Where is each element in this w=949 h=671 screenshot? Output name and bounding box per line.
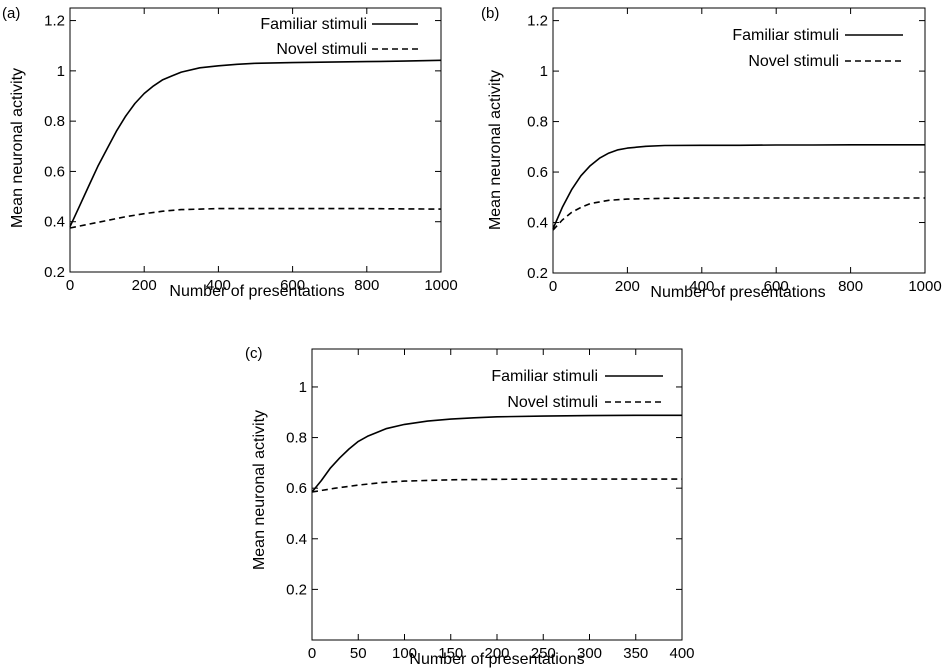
x-tick-label: 800 [354,277,379,294]
y-tick-label: 0.4 [527,215,548,232]
panel-b: (b) Mean neuronal activity Number of pre… [481,5,942,301]
x-tick-label: 600 [764,278,789,295]
x-axis-title: Number of presentations [169,283,344,300]
y-tick-label: 1 [540,63,548,80]
x-tick-label: 50 [350,645,367,662]
plot-frame [552,7,926,274]
x-tick-label: 400 [689,278,714,295]
y-tick-label: 0.8 [527,114,548,131]
x-tick-labels: 0 50 100 150 200 250 300 350 400 [308,645,695,662]
x-tick-label: 400 [206,277,231,294]
x-tick-label: 300 [577,645,602,662]
x-tick-label: 250 [531,645,556,662]
panel-label: (c) [245,345,263,362]
x-tick-label: 200 [132,277,157,294]
y-tick-label: 1.2 [527,13,548,30]
y-tick-label: 1 [57,63,65,80]
y-tick-label: 0.8 [286,430,307,447]
panel-label: (b) [481,5,499,22]
x-tick-label: 600 [280,277,305,294]
panel-c: (c) Mean neuronal activity Number of pre… [245,345,695,668]
y-tick-label: 0.4 [44,214,65,231]
legend-label-novel: Novel stimuli [276,41,367,58]
y-axis-title: Mean neuronal activity [487,70,504,230]
series-line-familiar [311,414,682,493]
x-tick-labels: 0 200 400 600 800 1000 [66,277,458,294]
y-tick-label: 1 [299,379,307,396]
y-tick-label: 0.6 [527,164,548,181]
y-tick-label: 0.4 [286,531,307,548]
x-tick-label: 350 [623,645,648,662]
y-tick-label: 0.2 [527,265,548,282]
panel-label: (a) [2,5,20,22]
legend: Familiar stimuli Novel stimuli [732,27,903,70]
y-tick-label: 0.6 [44,163,65,180]
x-tick-label: 150 [438,645,463,662]
legend-label-novel: Novel stimuli [748,53,839,70]
x-tick-label: 200 [615,278,640,295]
x-axis-title: Number of presentations [650,284,825,301]
series-line-novel [69,207,442,229]
x-tick-label: 0 [66,277,74,294]
x-tick-labels: 0 200 400 600 800 1000 [549,278,942,295]
legend: Familiar stimuli Novel stimuli [260,16,418,58]
legend-label-familiar: Familiar stimuli [260,16,367,33]
plot-frame [311,348,683,641]
y-tick-labels: 0.2 0.4 0.6 0.8 1 [286,379,307,598]
x-tick-label: 0 [549,278,557,295]
x-tick-label: 1000 [424,277,457,294]
x-tick-label: 800 [838,278,863,295]
plot-frame [69,7,442,273]
legend-label-novel: Novel stimuli [507,394,598,411]
x-tick-label: 200 [484,645,509,662]
y-axis-title: Mean neuronal activity [9,68,26,228]
y-tick-label: 0.2 [44,264,65,281]
series-line-familiar [69,59,442,228]
panel-a: (a) Mean neuronal activity Number of pre… [2,5,458,300]
y-tick-label: 0.8 [44,113,65,130]
legend: Familiar stimuli Novel stimuli [491,368,663,411]
x-tick-label: 1000 [908,278,941,295]
series-line-novel [552,197,925,231]
y-tick-label: 0.6 [286,480,307,497]
y-tick-labels: 0.2 0.4 0.6 0.8 1 1.2 [527,13,548,282]
y-tick-labels: 0.2 0.4 0.6 0.8 1 1.2 [44,13,65,281]
x-tick-label: 400 [669,645,694,662]
y-tick-label: 0.2 [286,581,307,598]
x-tick-label: 0 [308,645,316,662]
series-line-novel [311,478,682,493]
x-axis-title: Number of presentations [409,651,584,668]
series-line-familiar [552,144,925,230]
legend-label-familiar: Familiar stimuli [491,368,598,385]
y-axis-title: Mean neuronal activity [251,410,268,570]
legend-label-familiar: Familiar stimuli [732,27,839,44]
x-tick-label: 100 [392,645,417,662]
y-tick-label: 1.2 [44,13,65,30]
